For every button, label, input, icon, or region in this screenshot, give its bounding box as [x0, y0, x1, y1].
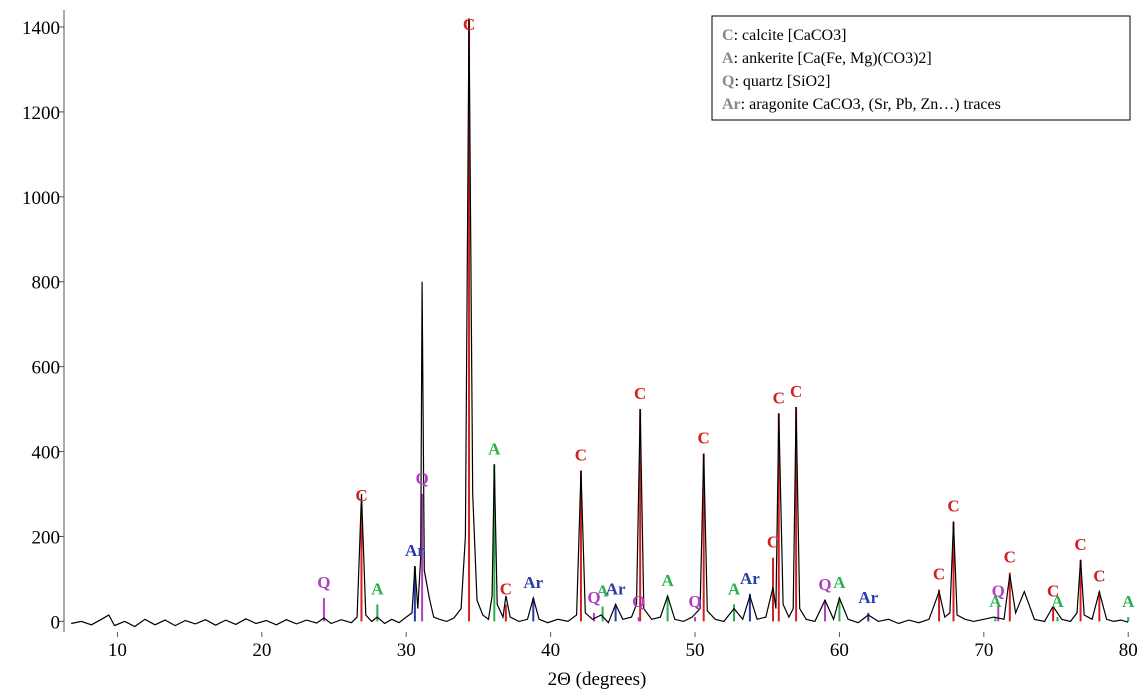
- peak-label: C: [500, 579, 512, 598]
- legend-description: : quartz [SiO2]: [734, 73, 830, 90]
- peak-label: Ar: [606, 579, 626, 598]
- legend-description: : calcite [CaCO3]: [734, 27, 847, 44]
- x-tick-label: 80: [1119, 640, 1138, 661]
- legend-entry: Q: quartz [SiO2]: [722, 73, 830, 90]
- y-tick-label: 800: [32, 273, 61, 294]
- peak-label: A: [833, 573, 846, 592]
- peak-label: C: [355, 486, 367, 505]
- xrd-pattern: [71, 18, 1129, 628]
- peak-label: C: [575, 446, 587, 465]
- peak-label: C: [1004, 548, 1016, 567]
- peak-label: Q: [415, 469, 428, 488]
- peak-label: A: [989, 592, 1002, 611]
- peak-label: C: [698, 429, 710, 448]
- x-tick-label: 20: [252, 640, 271, 661]
- y-tick-label: 200: [32, 527, 61, 548]
- legend-entry: C: calcite [CaCO3]: [722, 27, 846, 44]
- y-tick-label: 0: [51, 612, 61, 633]
- peak-label: Ar: [523, 573, 543, 592]
- peak-label: C: [634, 384, 646, 403]
- peak-label: C: [947, 497, 959, 516]
- peak-label: Q: [632, 592, 645, 611]
- peak-label: A: [661, 571, 674, 590]
- peak-label: C: [1074, 535, 1086, 554]
- x-tick-label: 10: [108, 640, 127, 661]
- legend-entry: Ar: aragonite CaCO3, (Sr, Pb, Zn…) trace…: [722, 96, 1001, 113]
- peak-label: A: [1051, 592, 1064, 611]
- peak-label: C: [1047, 582, 1059, 601]
- peak-label: Q: [317, 573, 330, 592]
- legend-symbol: C: [722, 27, 734, 44]
- legend-symbol: A: [722, 50, 734, 67]
- legend-description: : ankerite [Ca(Fe, Mg)(CO3)2]: [734, 50, 932, 67]
- x-axis-label: 2Θ (degrees): [548, 669, 647, 690]
- y-tick-label: 1000: [22, 188, 60, 209]
- x-tick-label: 30: [397, 640, 416, 661]
- peak-label: C: [463, 15, 475, 34]
- peak-label: C: [1093, 567, 1105, 586]
- x-tick-label: 50: [686, 640, 705, 661]
- peak-label: Ar: [858, 588, 878, 607]
- peak-label: Ar: [740, 569, 760, 588]
- peak-label: A: [371, 579, 384, 598]
- y-tick-label: 1400: [22, 18, 60, 39]
- x-tick-label: 70: [974, 640, 993, 661]
- y-tick-label: 400: [32, 443, 61, 464]
- x-tick-label: 40: [541, 640, 560, 661]
- peak-label: Q: [587, 588, 600, 607]
- peak-label: A: [596, 582, 609, 601]
- peak-label: C: [773, 388, 785, 407]
- peak-label: A: [1122, 592, 1135, 611]
- peak-label: C: [767, 533, 779, 552]
- peak-label: C: [933, 565, 945, 584]
- legend-description: : aragonite CaCO3, (Sr, Pb, Zn…) traces: [741, 96, 1001, 113]
- legend-symbol: Ar: [722, 96, 741, 113]
- legend-box: [711, 15, 1131, 121]
- x-tick-label: 60: [830, 640, 849, 661]
- peak-label: Ar: [405, 541, 425, 560]
- peak-label: Q: [688, 592, 701, 611]
- y-tick-label: 1200: [22, 103, 60, 124]
- peak-label: Q: [818, 575, 831, 594]
- peak-label: A: [728, 579, 741, 598]
- legend-symbol: Q: [722, 73, 734, 90]
- legend-entry: A: ankerite [Ca(Fe, Mg)(CO3)2]: [722, 50, 932, 67]
- peak-label: Q: [992, 582, 1005, 601]
- peak-label: C: [790, 382, 802, 401]
- y-tick-label: 600: [32, 358, 61, 379]
- peak-label: A: [488, 439, 501, 458]
